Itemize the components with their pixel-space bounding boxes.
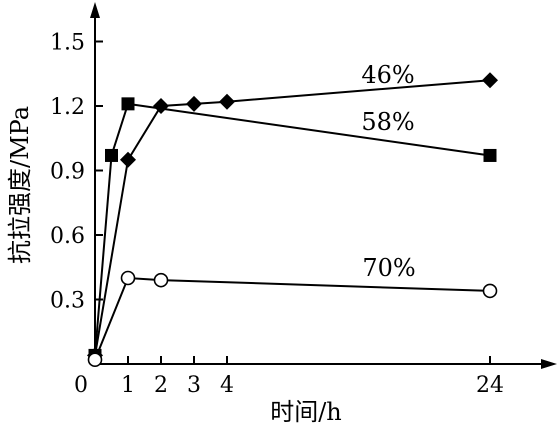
series-line-0	[94, 79, 491, 356]
data-point	[482, 72, 498, 89]
series-line-2	[94, 276, 491, 361]
series-labels: 46% 58% 70%	[361, 61, 415, 282]
data-point	[219, 93, 235, 110]
data-point	[120, 270, 136, 286]
x-tick-label: 0	[74, 373, 88, 398]
data-point	[153, 98, 169, 114]
series-label-0: 46%	[361, 61, 414, 89]
series-label-2: 70%	[362, 254, 415, 282]
x-tick-label: 24	[476, 373, 504, 398]
x-axis-arrow	[541, 359, 557, 369]
series-lines	[94, 79, 491, 361]
y-tick-label: 0.6	[50, 224, 85, 249]
y-tick-label: 0.9	[50, 160, 85, 185]
series-label-1: 58%	[361, 108, 414, 136]
x-tick-label: 2	[154, 373, 168, 398]
data-point	[87, 352, 103, 368]
y-axis-arrow	[90, 2, 100, 18]
data-point	[120, 151, 136, 168]
y-tick-label: 1.2	[50, 95, 85, 120]
y-tick-label: 0.3	[50, 289, 85, 314]
x-tick-label: 3	[187, 373, 201, 398]
axes: 0.3 0.6 0.9 1.2 1.5 0 1 2 3 4 24	[50, 2, 557, 398]
x-axis-title: 时间/h	[270, 398, 342, 426]
x-tick-label: 1	[121, 373, 135, 398]
data-point	[153, 272, 169, 288]
data-point	[105, 148, 118, 162]
data-point	[482, 283, 498, 299]
series-line-1	[94, 102, 491, 356]
y-tick-label: 1.5	[50, 31, 85, 56]
x-tick-label: 4	[220, 373, 234, 398]
y-axis-title: 抗拉强度/MPa	[6, 106, 34, 264]
series-markers	[87, 72, 498, 368]
data-point	[186, 95, 202, 112]
data-point	[121, 97, 135, 111]
data-point	[483, 148, 497, 162]
